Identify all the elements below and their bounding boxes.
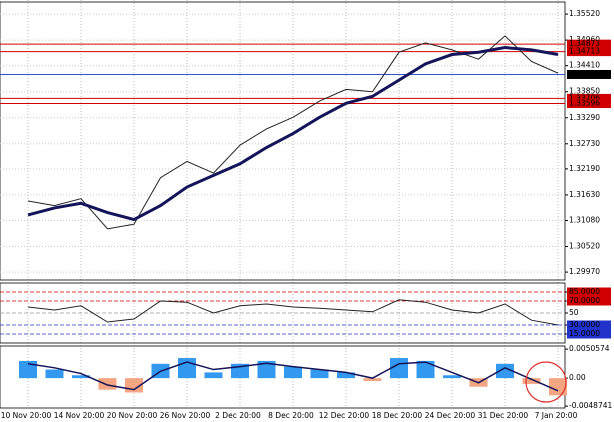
y-tick-label: 0.0050574 <box>569 344 610 353</box>
level-label: 1.33596 <box>569 99 600 108</box>
histogram-bar <box>284 366 302 379</box>
level-label-box <box>567 287 611 297</box>
level-label-box <box>567 99 611 109</box>
series-line <box>27 35 559 230</box>
level-label-box <box>567 39 611 49</box>
histogram-bar <box>496 363 514 379</box>
histogram-bar <box>204 372 223 379</box>
x-tick-label: 26 Nov 20:00 <box>160 411 211 420</box>
histogram-bar <box>45 369 64 379</box>
x-tick-label: 31 Dec 20:00 <box>478 411 529 420</box>
histogram-bar <box>390 358 408 379</box>
y-tick-label: 1.29970 <box>569 267 600 276</box>
y-tick-label: 85.0000 <box>569 287 600 296</box>
level-label: 1.34713 <box>569 47 600 56</box>
histogram-bar <box>549 378 567 396</box>
histogram-bar <box>443 375 461 379</box>
y-tick-label: 1.34960 <box>569 35 600 44</box>
x-tick-label: 12 Dec 20:00 <box>319 411 370 420</box>
series-line <box>27 299 559 326</box>
y-tick-label: 1.33290 <box>569 113 600 122</box>
panel-frame <box>0 1 566 281</box>
y-tick-label: 1.35520 <box>569 9 600 18</box>
x-tick-label: 18 Dec 20:00 <box>372 411 423 420</box>
level-label-box <box>567 320 611 330</box>
x-tick-label: 20 Nov 20:00 <box>107 411 158 420</box>
level-label-box <box>567 69 611 79</box>
y-tick-label: 1.33850 <box>569 87 600 96</box>
series-line <box>27 361 559 392</box>
level-label: 1.33706 <box>569 93 600 102</box>
x-tick-label: 10 Nov 20:00 <box>1 411 52 420</box>
level-label-box <box>567 329 611 339</box>
y-tick-label: 50 <box>569 308 579 317</box>
histogram-bar <box>72 375 90 379</box>
histogram-bar <box>257 360 276 379</box>
histogram-bar <box>337 372 355 379</box>
level-label-box <box>567 47 611 57</box>
histogram-bar <box>363 378 382 382</box>
y-tick-label: 30.0000 <box>569 320 600 329</box>
histogram-bar <box>98 378 117 390</box>
series-line <box>27 46 559 222</box>
histogram-bar <box>19 360 37 379</box>
x-tick-label: 24 Dec 20:00 <box>425 411 476 420</box>
level-label: 1.34873 <box>569 39 600 48</box>
histogram-bar <box>310 369 329 379</box>
level-label: 1.34221 <box>569 69 600 78</box>
histogram-bar <box>416 360 435 379</box>
y-tick-label: 1.30520 <box>569 242 600 251</box>
y-tick-label: 1.32730 <box>569 139 600 148</box>
level-label-box <box>567 296 611 306</box>
y-tick-label: 1.31080 <box>569 215 600 224</box>
x-tick-label: 8 Dec 20:00 <box>268 411 314 420</box>
x-tick-label: 14 Nov 20:00 <box>54 411 105 420</box>
y-tick-label: 1.32190 <box>569 164 600 173</box>
y-tick-label: 1.31630 <box>569 190 600 199</box>
x-tick-label: 7 Jan 20:00 <box>535 411 578 420</box>
y-tick-label: -0.0048741 <box>569 401 612 410</box>
y-tick-label: 70.0000 <box>569 296 600 305</box>
y-tick-label: 1.34410 <box>569 61 600 70</box>
x-tick-label: 2 Dec 20:00 <box>215 411 261 420</box>
level-label-box <box>567 93 611 103</box>
y-tick-label: 0.00 <box>569 373 586 382</box>
histogram-bar <box>178 358 196 379</box>
highlight-circle <box>525 361 567 403</box>
y-tick-label: 15.0000 <box>569 329 600 338</box>
histogram-bar <box>522 378 541 384</box>
